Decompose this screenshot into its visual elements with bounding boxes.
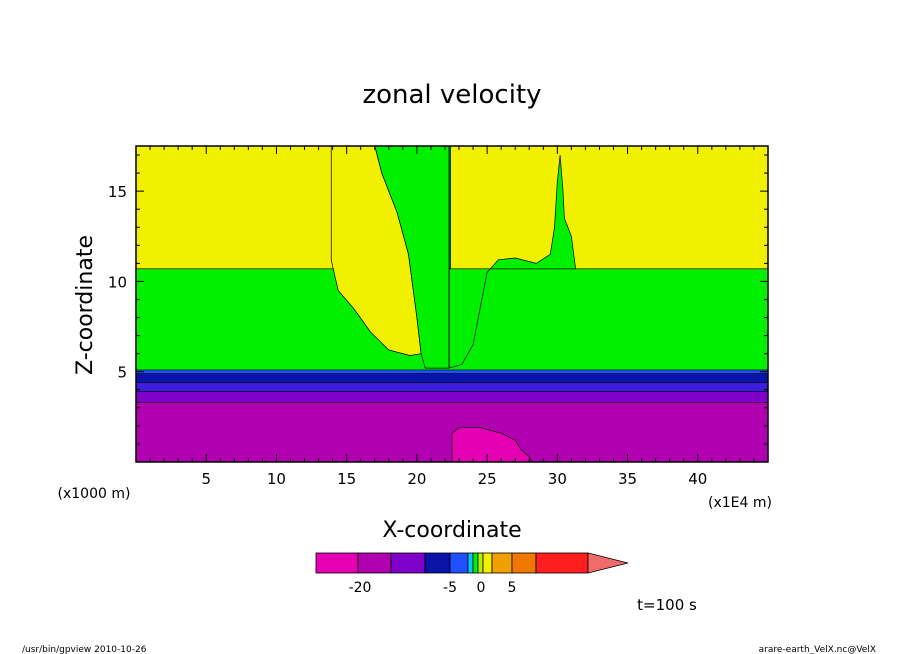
x-units-right: (x1E4 m) — [708, 495, 772, 511]
y-tick-label: 5 — [117, 364, 127, 382]
footer-right: arare-earth_VelX.nc@VelX — [759, 645, 876, 654]
time-annotation: t=100 s — [637, 596, 697, 614]
colorbar-swatch-7 — [477, 552, 484, 574]
colorbar-extend-arrow — [587, 552, 629, 574]
colorbar-label: 0 — [477, 580, 486, 596]
x-tick-label: 25 — [478, 470, 497, 488]
plot-frame — [135, 145, 769, 463]
colorbar-swatch-5 — [467, 552, 474, 574]
layer-band-1 — [136, 391, 768, 403]
layer-band-3 — [136, 373, 768, 383]
colorbar-swatch-4 — [449, 552, 469, 574]
y-tick-label: 15 — [108, 183, 127, 201]
x-tick-label: 10 — [267, 470, 286, 488]
footer-left: /usr/bin/gpview 2010-10-26 — [22, 645, 147, 654]
colorbar-swatch-9 — [491, 552, 513, 574]
layer-band-6 — [136, 146, 768, 269]
colorbar-swatch-1 — [357, 552, 392, 574]
x-tick-label: 35 — [618, 470, 637, 488]
colorbar: -20 -5 0 5 — [315, 552, 629, 596]
colorbar-swatch-10 — [511, 552, 537, 574]
colorbar-swatch-2 — [390, 552, 426, 574]
axis-ticks: 5 10 15 20 25 30 35 40 5 10 15 — [108, 146, 768, 488]
colorbar-label: 5 — [508, 580, 517, 596]
colorbar-swatch-8 — [482, 552, 493, 574]
x-tick-label: 20 — [407, 470, 426, 488]
layer-band-2 — [136, 382, 768, 392]
x-units-left: (x1000 m) — [58, 486, 131, 502]
colorbar-swatch-6 — [472, 552, 479, 574]
plot-area — [136, 145, 768, 463]
colorbar-label: -5 — [443, 580, 457, 596]
chart-title: zonal velocity — [362, 80, 541, 110]
magenta-surface-lobe — [451, 427, 533, 463]
green-wedge-right — [448, 154, 576, 369]
x-tick-label: 40 — [688, 470, 707, 488]
colorbar-swatch-3 — [424, 552, 451, 574]
colorbar-swatch-11 — [535, 552, 589, 574]
x-tick-label: 15 — [337, 470, 356, 488]
y-tick-label: 10 — [108, 273, 127, 291]
colorbar-swatch-0 — [315, 552, 359, 574]
y-axis-label: Z-coordinate — [73, 235, 98, 375]
x-tick-label: 30 — [548, 470, 567, 488]
x-axis-label: X-coordinate — [382, 518, 521, 543]
x-tick-label: 5 — [201, 470, 211, 488]
layer-band-4 — [136, 369, 768, 374]
colorbar-label: -20 — [349, 580, 372, 596]
